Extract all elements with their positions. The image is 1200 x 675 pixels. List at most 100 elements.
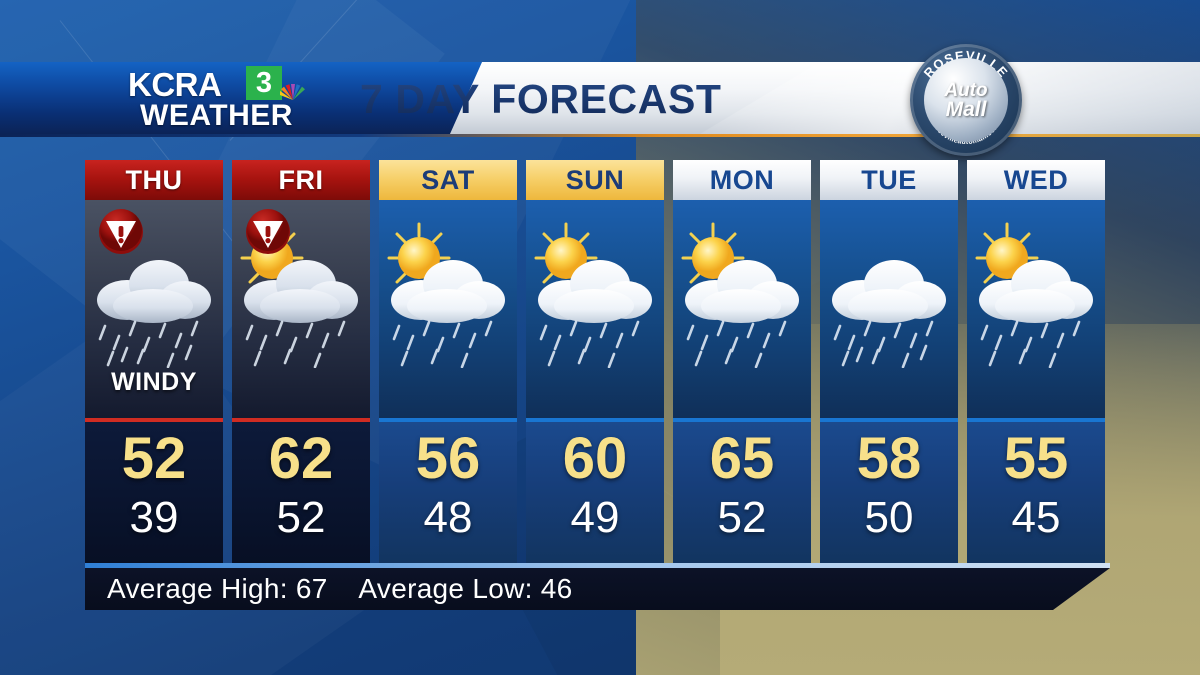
high-temperature: 60 <box>562 426 628 491</box>
cloud-icon <box>685 260 799 323</box>
day-body: 55 45 <box>967 200 1105 565</box>
weather-icon-pane <box>967 200 1105 418</box>
high-temperature: 65 <box>709 426 775 491</box>
cloud-icon <box>538 260 652 323</box>
weather-alert-icon[interactable] <box>97 208 145 256</box>
weather-alert-icon[interactable] <box>244 208 292 256</box>
cloud-icon <box>832 260 946 323</box>
sun-icon <box>534 222 598 284</box>
day-label: FRI <box>232 160 370 200</box>
sun-cloud-rain-icon <box>387 222 505 368</box>
column-divider <box>232 418 370 422</box>
nbc-peacock-icon <box>280 84 306 100</box>
temperature-pane: 52 39 <box>85 422 223 565</box>
sun-cloud-rain-icon <box>681 222 799 368</box>
low-temperature: 52 <box>717 493 767 542</box>
temperature-pane: 58 50 <box>820 422 958 565</box>
low-temperature: 49 <box>570 493 620 542</box>
weather-icon-pane <box>673 200 811 418</box>
temperature-pane: 62 52 <box>232 422 370 565</box>
rain-cloud-icon <box>97 260 211 368</box>
averages-text: Average High: 67 Average Low: 46 <box>107 573 573 604</box>
forecast-day-column[interactable]: SUN <box>526 160 664 565</box>
temperature-pane: 60 49 <box>526 422 664 565</box>
rain-icon <box>392 320 493 368</box>
temperature-pane: 65 52 <box>673 422 811 565</box>
day-label: SUN <box>526 160 664 200</box>
day-body: 62 52 <box>232 200 370 565</box>
high-temperature: 52 <box>121 426 187 491</box>
rain-icon <box>539 320 640 368</box>
low-temperature: 52 <box>276 493 326 542</box>
day-body: WINDY 52 39 <box>85 200 223 565</box>
sun-cloud-rain-icon <box>534 222 652 368</box>
rain-cloud-icon <box>832 260 946 368</box>
weather-icon-pane: WINDY <box>85 200 223 418</box>
column-divider <box>673 418 811 422</box>
footer-bar: Average High: 67 Average Low: 46 <box>85 568 1110 610</box>
day-body: 56 48 <box>379 200 517 565</box>
day-label: SAT <box>379 160 517 200</box>
column-divider <box>820 418 958 422</box>
day-body: 60 49 <box>526 200 664 565</box>
weather-icon-pane <box>526 200 664 418</box>
day-label: THU <box>85 160 223 200</box>
high-temperature: 58 <box>856 426 922 491</box>
cloud-icon <box>391 260 505 323</box>
temperature-pane: 55 45 <box>967 422 1105 565</box>
day-body: 65 52 <box>673 200 811 565</box>
sun-cloud-rain-icon <box>240 222 358 368</box>
rain-icon <box>686 320 787 368</box>
kcra-weather-logo: KCRA 3 WEATHER <box>128 64 328 134</box>
forecast-day-column[interactable]: TUE 58 50 <box>820 160 958 565</box>
cloud-icon <box>979 260 1093 323</box>
header-accent-line <box>0 134 1200 137</box>
logo-subtitle: WEATHER <box>140 99 293 132</box>
forecast-day-column[interactable]: FRI <box>232 160 370 565</box>
temperature-pane: 56 48 <box>379 422 517 565</box>
sun-icon <box>681 222 745 284</box>
high-temperature: 62 <box>268 426 334 491</box>
column-divider <box>379 418 517 422</box>
logo-network: KCRA <box>128 66 222 103</box>
sun-icon <box>387 222 451 284</box>
header-logo-plate <box>0 62 430 134</box>
forecast-day-column[interactable]: WED <box>967 160 1105 565</box>
column-divider <box>526 418 664 422</box>
rain-icon <box>245 320 346 368</box>
cloud-icon <box>97 260 211 323</box>
rain-icon <box>833 320 934 368</box>
low-temperature: 50 <box>864 493 914 542</box>
sun-icon <box>975 222 1039 284</box>
rain-icon <box>980 320 1081 368</box>
forecast-columns: THU WINDY <box>85 160 1107 565</box>
page-title: 7 DAY FORECAST <box>360 70 722 128</box>
high-temperature: 56 <box>415 426 481 491</box>
sponsor-line-1: Auto <box>944 80 988 101</box>
condition-label: WINDY <box>111 368 197 396</box>
logo-channel-number: 3 <box>246 66 282 100</box>
sponsor-logo-roseville-auto-mall[interactable]: ROSEVILLE rosevilleautomall.com Auto Mal… <box>910 44 1022 156</box>
day-label: MON <box>673 160 811 200</box>
low-temperature: 39 <box>129 493 179 542</box>
weather-icon-pane <box>820 200 958 418</box>
day-body: 58 50 <box>820 200 958 565</box>
sponsor-line-2: Mall <box>945 98 987 121</box>
rain-icon <box>98 320 199 368</box>
sponsor-inner-disc: Auto Mall <box>924 58 1008 142</box>
weather-icon-pane <box>232 200 370 418</box>
forecast-day-column[interactable]: SAT <box>379 160 517 565</box>
high-temperature: 55 <box>1003 426 1069 491</box>
sun-cloud-rain-icon <box>975 222 1093 368</box>
day-label: WED <box>967 160 1105 200</box>
footer-top-rule <box>85 563 1110 568</box>
column-divider <box>967 418 1105 422</box>
low-temperature: 45 <box>1011 493 1061 542</box>
cloud-icon <box>244 260 358 323</box>
forecast-day-column[interactable]: MON <box>673 160 811 565</box>
column-divider <box>85 418 223 422</box>
day-label: TUE <box>820 160 958 200</box>
weather-icon-pane <box>379 200 517 418</box>
low-temperature: 48 <box>423 493 473 542</box>
forecast-day-column[interactable]: THU WINDY <box>85 160 223 565</box>
